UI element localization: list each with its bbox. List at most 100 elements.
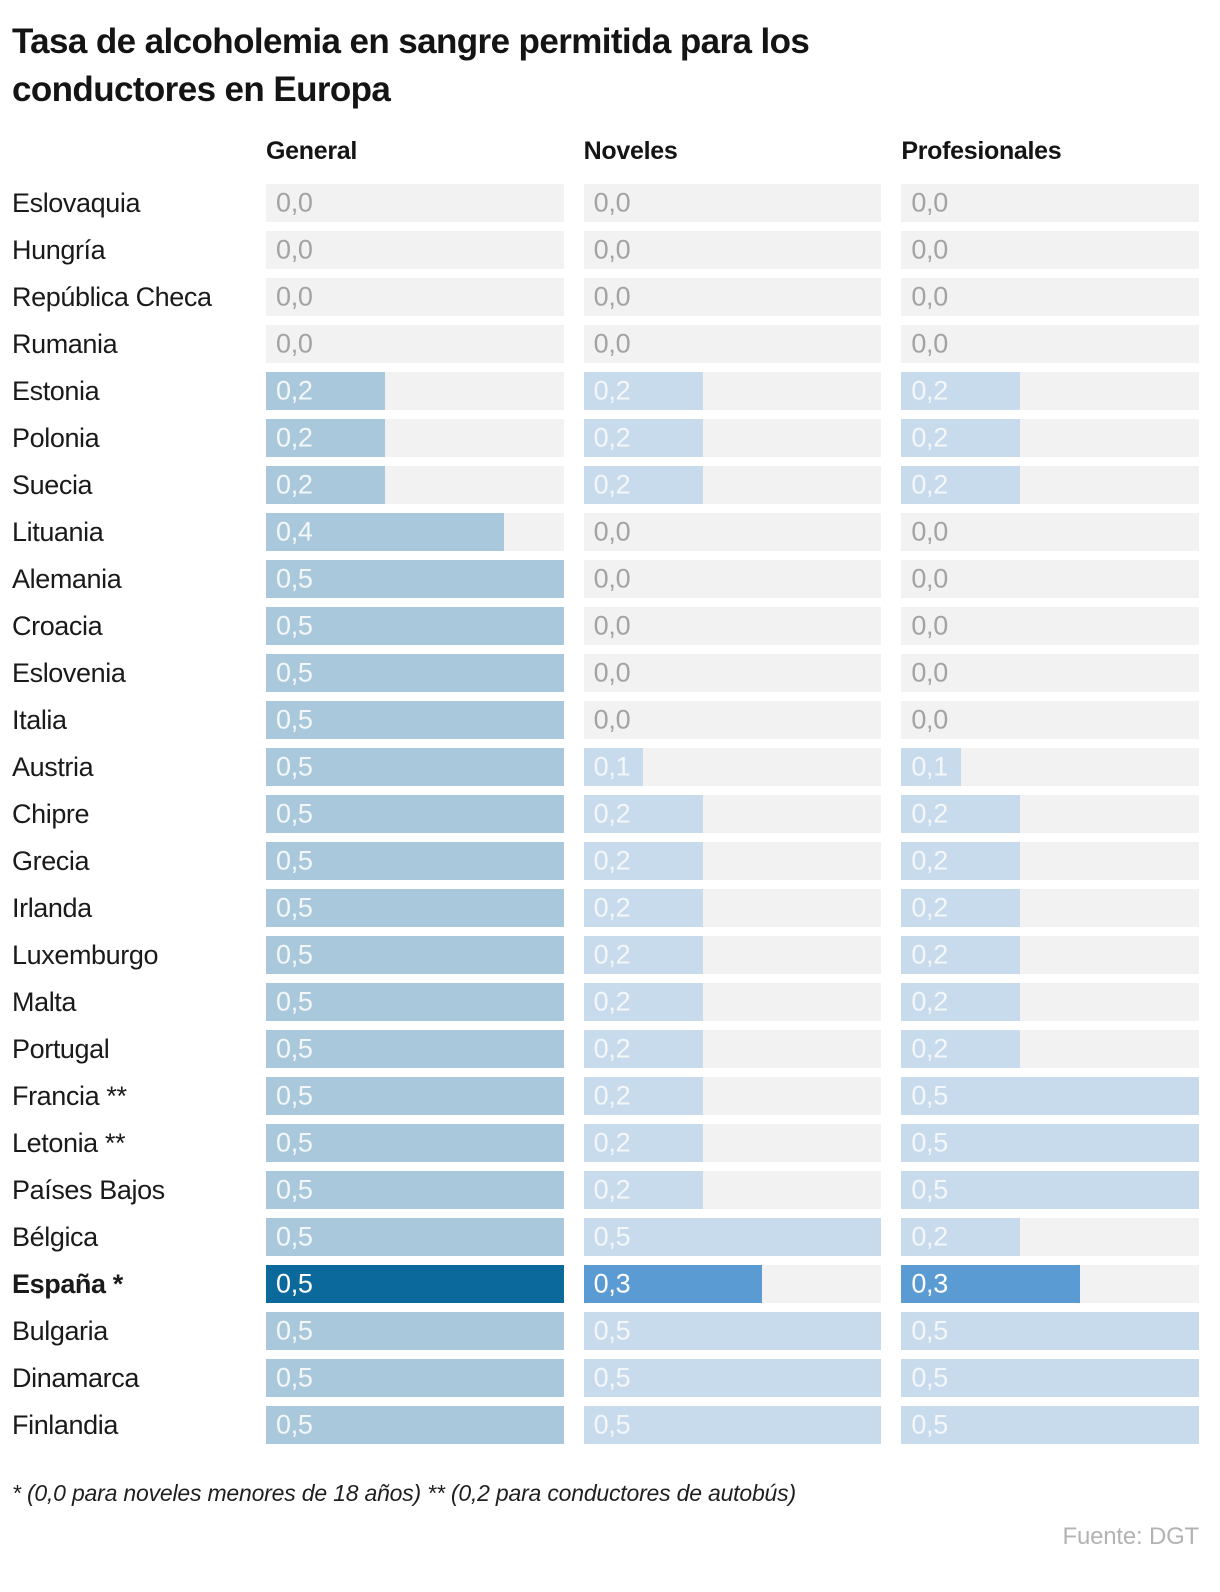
bar-value-noveles: 0,2 (593, 469, 631, 500)
bar-fill-profesionales (901, 889, 1021, 928)
bar-fill-general (266, 983, 564, 1022)
bar-value-general: 0,5 (276, 1409, 313, 1440)
bar-track-general: 0,5 (266, 936, 564, 975)
bar-fill-general (266, 889, 564, 928)
bar-fill-general (266, 1077, 564, 1116)
table-row: Portugal 0,5 0,2 0,2 (12, 1030, 1199, 1069)
bar-fill-profesionales (901, 466, 1021, 505)
bar-track-general: 0,5 (266, 842, 564, 881)
bar-track-profesionales: 0,2 (901, 889, 1199, 928)
bar-fill-general (266, 795, 564, 834)
bar-value-profesionales: 0,0 (911, 563, 948, 594)
bar-fill-noveles (583, 983, 703, 1022)
bar-value-profesionales: 0,0 (911, 328, 948, 359)
bar-track-general: 0,5 (266, 1218, 564, 1257)
bar-value-noveles: 0,2 (593, 892, 631, 923)
bar-track-noveles: 0,0 (583, 513, 882, 552)
bar-fill-general (266, 748, 564, 787)
bar-fill-general (266, 936, 564, 975)
bar-value-noveles: 0,2 (593, 845, 631, 876)
bar-track-noveles: 0,0 (583, 325, 882, 364)
bar-fill-profesionales (901, 936, 1021, 975)
bar-value-profesionales: 0,2 (911, 1221, 948, 1252)
bar-track-general: 0,5 (266, 701, 564, 740)
bar-fill-profesionales (901, 842, 1021, 881)
table-row: Austria 0,5 0,1 0,1 (12, 748, 1199, 787)
bar-track-profesionales: 0,5 (901, 1406, 1199, 1445)
table-row: Grecia 0,5 0,2 0,2 (12, 842, 1199, 881)
bar-track-general: 0,5 (266, 748, 564, 787)
bar-value-general: 0,5 (276, 751, 313, 782)
country-label: Grecia (12, 846, 90, 877)
bar-track-noveles: 0,0 (583, 184, 882, 223)
table-row: Hungría 0,0 0,0 0,0 (12, 231, 1199, 270)
bar-value-general: 0,0 (276, 187, 313, 218)
bar-value-noveles: 0,2 (593, 1127, 631, 1158)
bar-fill-profesionales (901, 983, 1021, 1022)
bar-value-general: 0,5 (276, 939, 313, 970)
bar-value-profesionales: 0,5 (911, 1080, 948, 1111)
table-row: Croacia 0,5 0,0 0,0 (12, 607, 1199, 646)
country-label: España * (12, 1269, 123, 1300)
bar-value-noveles: 0,2 (593, 1174, 631, 1205)
bar-fill-noveles (583, 1077, 703, 1116)
table-row: Lituania 0,4 0,0 0,0 (12, 513, 1199, 552)
bar-value-profesionales: 0,3 (911, 1268, 948, 1299)
bar-track-general: 0,5 (266, 654, 564, 693)
bar-value-profesionales: 0,2 (911, 1033, 948, 1064)
table-row: Chipre 0,5 0,2 0,2 (12, 795, 1199, 834)
bar-fill-noveles (583, 1312, 882, 1351)
bar-value-profesionales: 0,0 (911, 187, 948, 218)
bar-value-profesionales: 0,5 (911, 1127, 948, 1158)
bar-track-profesionales: 0,2 (901, 419, 1199, 458)
country-label: Hungría (12, 235, 106, 266)
bar-track-noveles: 0,5 (583, 1218, 882, 1257)
bar-track-general: 0,5 (266, 1077, 564, 1116)
bar-value-general: 0,5 (276, 1033, 313, 1064)
bar-fill-profesionales (901, 1218, 1021, 1257)
bar-track-general: 0,5 (266, 983, 564, 1022)
bar-track-profesionales: 0,0 (901, 325, 1199, 364)
table-row: Malta 0,5 0,2 0,2 (12, 983, 1199, 1022)
bar-track-noveles: 0,2 (583, 372, 882, 411)
bar-track-general: 0,5 (266, 795, 564, 834)
bar-value-general: 0,5 (276, 610, 313, 641)
bar-fill-profesionales (901, 1406, 1199, 1445)
bar-fill-noveles (583, 1030, 703, 1069)
bar-fill-general (266, 1312, 564, 1351)
table-row: Eslovenia 0,5 0,0 0,0 (12, 654, 1199, 693)
bar-value-general: 0,2 (276, 469, 313, 500)
bar-track-profesionales: 0,0 (901, 184, 1199, 223)
bar-value-general: 0,2 (276, 375, 313, 406)
bar-fill-general (266, 654, 564, 693)
bar-value-general: 0,5 (276, 892, 313, 923)
bar-track-profesionales: 0,1 (901, 748, 1199, 787)
bar-fill-profesionales (901, 1359, 1199, 1398)
country-label: República Checa (12, 282, 212, 313)
country-label: Polonia (12, 423, 100, 454)
bar-track-profesionales: 0,2 (901, 936, 1199, 975)
bar-value-noveles: 0,0 (593, 657, 631, 688)
bar-value-general: 0,5 (276, 1315, 313, 1346)
country-label: Rumania (12, 329, 118, 360)
bar-value-profesionales: 0,2 (911, 798, 948, 829)
bar-value-profesionales: 0,0 (911, 704, 948, 735)
bar-fill-noveles (583, 419, 703, 458)
bar-fill-general (266, 1218, 564, 1257)
country-label: Croacia (12, 611, 103, 642)
country-label: Dinamarca (12, 1363, 139, 1394)
bar-value-noveles: 0,0 (593, 234, 631, 265)
column-header-general: General (266, 137, 358, 166)
bar-fill-general (266, 419, 386, 458)
bar-track-profesionales: 0,0 (901, 607, 1199, 646)
bar-value-profesionales: 0,2 (911, 422, 948, 453)
bar-track-noveles: 0,5 (583, 1406, 882, 1445)
bar-track-noveles: 0,5 (583, 1312, 882, 1351)
bar-track-noveles: 0,0 (583, 278, 882, 317)
bar-fill-profesionales (901, 1124, 1199, 1163)
bar-track-noveles: 0,0 (583, 654, 882, 693)
bar-fill-general (266, 1030, 564, 1069)
bar-fill-noveles (583, 372, 703, 411)
bar-value-general: 0,4 (276, 516, 313, 547)
country-label: Estonia (12, 376, 100, 407)
